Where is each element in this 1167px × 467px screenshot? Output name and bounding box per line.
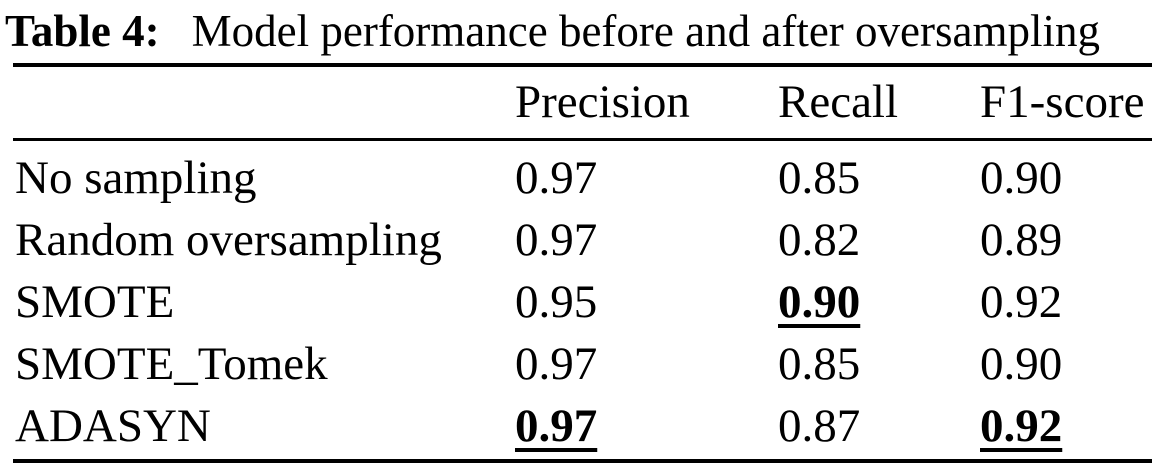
table-header-row: Precision Recall F1-score xyxy=(13,67,1152,141)
table-row: Random oversampling 0.97 0.82 0.89 xyxy=(13,209,1152,271)
table-caption-label: Table 4: xyxy=(5,6,160,56)
f1-cell: 0.92 xyxy=(980,400,1063,452)
recall-cell: 0.90 xyxy=(778,276,861,328)
f1-cell: 0.90 xyxy=(980,152,1063,204)
precision-cell: 0.95 xyxy=(515,276,598,328)
table-row: ADASYN 0.97 0.87 0.92 xyxy=(13,395,1152,457)
column-header-f1: F1-score xyxy=(980,76,1145,128)
precision-cell: 0.97 xyxy=(515,214,598,266)
recall-cell: 0.85 xyxy=(778,152,861,204)
f1-cell: 0.92 xyxy=(980,276,1063,328)
f1-cell: 0.89 xyxy=(980,214,1063,266)
row-label: SMOTE_Tomek xyxy=(15,338,328,390)
table-caption-text: Model performance before and after overs… xyxy=(191,6,1100,56)
recall-cell: 0.85 xyxy=(778,338,861,390)
recall-cell: 0.87 xyxy=(778,400,861,452)
precision-cell: 0.97 xyxy=(515,338,598,390)
precision-cell: 0.97 xyxy=(515,152,598,204)
column-header-precision: Precision xyxy=(515,76,690,128)
table-body: No sampling 0.97 0.85 0.90 Random oversa… xyxy=(13,141,1152,459)
row-label: SMOTE xyxy=(15,276,175,328)
row-label: Random oversampling xyxy=(15,214,442,266)
results-table: Precision Recall F1-score No sampling 0.… xyxy=(13,63,1152,463)
table-caption: Table 4: Model performance before and aft… xyxy=(0,0,1167,59)
recall-cell: 0.82 xyxy=(778,214,861,266)
table-row: No sampling 0.97 0.85 0.90 xyxy=(13,147,1152,209)
row-label: No sampling xyxy=(15,152,257,204)
column-header-recall: Recall xyxy=(778,76,899,128)
table-row: SMOTE 0.95 0.90 0.92 xyxy=(13,271,1152,333)
column-header-empty xyxy=(13,67,515,138)
table-row: SMOTE_Tomek 0.97 0.85 0.90 xyxy=(13,333,1152,395)
precision-cell: 0.97 xyxy=(515,400,598,452)
f1-cell: 0.90 xyxy=(980,338,1063,390)
row-label: ADASYN xyxy=(15,400,211,452)
